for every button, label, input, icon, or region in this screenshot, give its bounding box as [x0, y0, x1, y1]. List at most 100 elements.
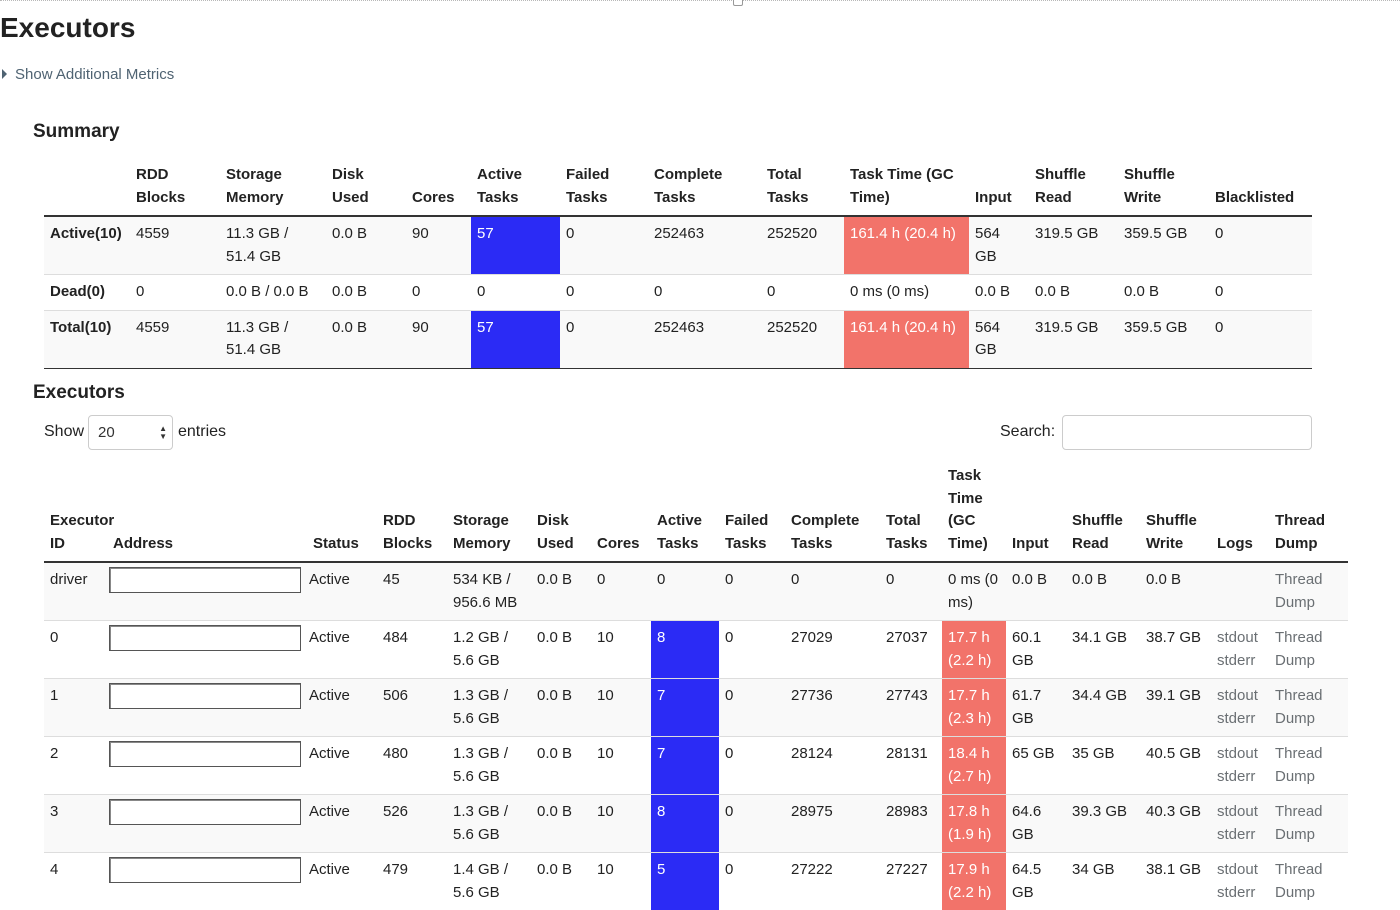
column-header-shuffle-read[interactable]: Shuffle Read — [1066, 465, 1140, 562]
executor-cell-input: 60.1 GB — [1006, 621, 1066, 679]
stderr-log-link[interactable]: stderr — [1217, 768, 1255, 785]
column-header-complete-tasks[interactable]: Complete Tasks — [785, 465, 880, 562]
executor-cell-shuffle-read: 35 GB — [1066, 737, 1140, 795]
summary-cell-failed-tasks: 0 — [560, 216, 648, 275]
summary-cell-active-tasks: 57 — [471, 310, 560, 368]
stdout-log-link[interactable]: stdout — [1217, 745, 1258, 762]
executor-cell-rdd-blocks: 45 — [377, 562, 447, 621]
column-header-address[interactable]: Address — [107, 465, 307, 562]
executor-cell-status: Active — [307, 621, 377, 679]
summary-header-shuffle-read: Shuffle Read — [1029, 164, 1118, 216]
summary-cell-active-tasks: 57 — [471, 216, 560, 275]
stdout-log-link[interactable]: stdout — [1217, 803, 1258, 820]
column-header-rdd-blocks[interactable]: RDD Blocks — [377, 465, 447, 562]
summary-cell-cores: 90 — [406, 216, 471, 275]
stderr-log-link[interactable]: stderr — [1217, 652, 1255, 669]
executor-cell-logs: stdout stderr — [1211, 737, 1269, 795]
executor-cell-active-tasks: 7 — [651, 737, 719, 795]
executor-cell-rdd-blocks: 479 — [377, 853, 447, 910]
executor-cell-total-tasks: 27743 — [880, 679, 942, 737]
column-header-logs[interactable]: Logs — [1211, 465, 1269, 562]
column-header-input[interactable]: Input — [1006, 465, 1066, 562]
column-header-failed-tasks[interactable]: Failed Tasks — [719, 465, 785, 562]
page-size-select[interactable]: 20 ▲▼ — [88, 415, 173, 450]
executor-cell-task-time: 17.7 h (2.3 h) — [942, 679, 1006, 737]
stdout-log-link[interactable]: stdout — [1217, 861, 1258, 878]
column-header-status[interactable]: Status — [307, 465, 377, 562]
executor-cell-id: driver — [44, 562, 107, 621]
executor-cell-active-tasks: 8 — [651, 795, 719, 853]
summary-cell-disk-used: 0.0 B — [326, 275, 406, 311]
summary-cell-storage-memory: 0.0 B / 0.0 B — [220, 275, 326, 311]
show-additional-metrics-toggle[interactable]: Show Additional Metrics — [2, 66, 174, 83]
executor-cell-complete-tasks: 28124 — [785, 737, 880, 795]
column-header-task-time-gc-time[interactable]: Task Time (GC Time) — [942, 465, 1006, 562]
executor-cell-storage-memory: 1.3 GB / 5.6 GB — [447, 795, 531, 853]
thread-dump-link[interactable]: Thread Dump — [1275, 745, 1323, 785]
stderr-log-link[interactable]: stderr — [1217, 710, 1255, 727]
summary-cell-label: Active(10) — [44, 216, 130, 275]
thread-dump-link[interactable]: Thread Dump — [1275, 687, 1323, 727]
executor-cell-address — [107, 795, 307, 853]
stdout-log-link[interactable]: stdout — [1217, 687, 1258, 704]
summary-cell-complete-tasks: 252463 — [648, 216, 761, 275]
executor-cell-address — [107, 562, 307, 621]
column-header-active-tasks[interactable]: Active Tasks — [651, 465, 719, 562]
search-input[interactable] — [1062, 415, 1312, 450]
executor-cell-shuffle-read: 34.1 GB — [1066, 621, 1140, 679]
column-header-executor-id[interactable]: Executor ID — [44, 465, 107, 562]
stdout-log-link[interactable]: stdout — [1217, 629, 1258, 646]
executor-cell-shuffle-write: 38.1 GB — [1140, 853, 1211, 910]
executor-cell-complete-tasks: 27736 — [785, 679, 880, 737]
executor-cell-shuffle-write: 38.7 GB — [1140, 621, 1211, 679]
search-label: Search: — [1000, 423, 1055, 441]
stderr-log-link[interactable]: stderr — [1217, 826, 1255, 843]
executor-cell-storage-memory: 1.3 GB / 5.6 GB — [447, 679, 531, 737]
address-field — [109, 567, 301, 593]
column-header-disk-used[interactable]: Disk Used — [531, 465, 591, 562]
executors-title: Executors — [33, 382, 125, 404]
executor-cell-input: 0.0 B — [1006, 562, 1066, 621]
executor-cell-shuffle-write: 40.3 GB — [1140, 795, 1211, 853]
executor-cell-status: Active — [307, 795, 377, 853]
executor-cell-thread-dump: Thread Dump — [1269, 737, 1348, 795]
executor-cell-shuffle-read: 34 GB — [1066, 853, 1140, 910]
executor-cell-complete-tasks: 27222 — [785, 853, 880, 910]
executor-cell-disk-used: 0.0 B — [531, 853, 591, 910]
column-header-storage-memory[interactable]: Storage Memory — [447, 465, 531, 562]
thread-dump-link[interactable]: Thread Dump — [1275, 861, 1323, 901]
executor-cell-cores: 10 — [591, 621, 651, 679]
select-updown-icon: ▲▼ — [159, 425, 167, 441]
stderr-log-link[interactable]: stderr — [1217, 884, 1255, 901]
thread-dump-link[interactable]: Thread Dump — [1275, 571, 1323, 611]
thread-dump-link[interactable]: Thread Dump — [1275, 803, 1323, 843]
executor-cell-total-tasks: 28983 — [880, 795, 942, 853]
executor-cell-rdd-blocks: 480 — [377, 737, 447, 795]
column-header-shuffle-write[interactable]: Shuffle Write — [1140, 465, 1211, 562]
executor-cell-logs: stdout stderr — [1211, 679, 1269, 737]
executor-cell-rdd-blocks: 484 — [377, 621, 447, 679]
column-header-thread-dump[interactable]: Thread Dump — [1269, 465, 1348, 562]
column-header-total-tasks[interactable]: Total Tasks — [880, 465, 942, 562]
executor-cell-storage-memory: 1.3 GB / 5.6 GB — [447, 737, 531, 795]
resize-handle-icon[interactable] — [733, 0, 743, 6]
summary-cell-rdd-blocks: 4559 — [130, 310, 220, 368]
thread-dump-link[interactable]: Thread Dump — [1275, 629, 1323, 669]
executor-cell-rdd-blocks: 526 — [377, 795, 447, 853]
executor-cell-failed-tasks: 0 — [719, 679, 785, 737]
summary-cell-blacklisted: 0 — [1209, 216, 1312, 275]
executor-cell-cores: 0 — [591, 562, 651, 621]
executor-cell-disk-used: 0.0 B — [531, 737, 591, 795]
executor-cell-status: Active — [307, 679, 377, 737]
executor-cell-total-tasks: 28131 — [880, 737, 942, 795]
executor-cell-logs — [1211, 562, 1269, 621]
summary-header-total-tasks: Total Tasks — [761, 164, 844, 216]
show-additional-metrics-label: Show Additional Metrics — [15, 66, 174, 83]
executor-cell-address — [107, 679, 307, 737]
executor-cell-failed-tasks: 0 — [719, 795, 785, 853]
column-header-cores[interactable]: Cores — [591, 465, 651, 562]
summary-cell-shuffle-read: 319.5 GB — [1029, 310, 1118, 368]
